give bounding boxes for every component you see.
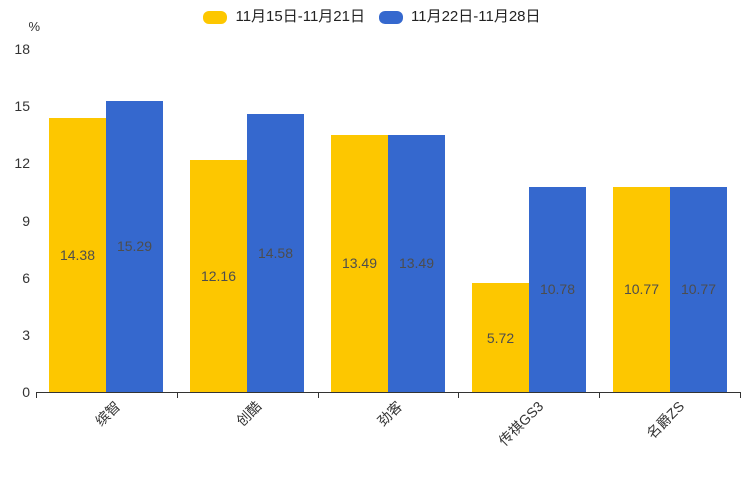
bar-value-label: 15.29 <box>116 238 153 255</box>
y-axis-tick-label: 0 <box>22 384 30 400</box>
x-axis-category-label: 创酷 <box>233 398 265 430</box>
y-axis-tick-label: 18 <box>14 41 30 57</box>
bar-缤智-series-0 <box>49 117 106 392</box>
bar-value-label: 10.77 <box>680 281 717 298</box>
legend-swatch-icon <box>379 10 403 24</box>
bar-名爵ZS-series-0 <box>613 186 670 392</box>
y-axis-tick-label: 15 <box>14 98 30 115</box>
x-axis-tick <box>599 393 600 398</box>
legend-item-0[interactable]: 11月15日-11月21日 <box>203 8 365 26</box>
x-axis-tick <box>177 393 178 398</box>
legend-swatch-icon <box>203 10 228 24</box>
bar-传祺GS3-series-1 <box>529 186 586 392</box>
x-axis-category-label: 缤智 <box>92 398 124 430</box>
x-axis-tick <box>318 393 319 398</box>
bar-value-label: 10.77 <box>623 281 660 298</box>
y-axis-tick-label: 6 <box>22 269 30 286</box>
bar-创酷-series-0 <box>190 160 247 392</box>
bar-劲客-series-1 <box>388 134 445 392</box>
x-axis-tick <box>458 393 459 398</box>
x-axis-tick <box>740 393 741 398</box>
bar-劲客-series-0 <box>331 134 388 392</box>
legend-label: 11月22日-11月28日 <box>411 8 541 25</box>
legend-item-1[interactable]: 11月22日-11月28日 <box>379 8 541 26</box>
bar-value-label: 12.16 <box>200 268 237 285</box>
y-axis-unit-label: % <box>28 19 40 34</box>
bar-value-label: 10.78 <box>539 281 576 298</box>
x-axis-category-label: 劲客 <box>374 398 406 430</box>
bar-value-label: 13.49 <box>398 255 435 272</box>
bar-value-label: 5.72 <box>486 329 515 346</box>
x-axis-line <box>36 392 741 393</box>
x-axis-category-label: 名爵ZS <box>643 398 687 442</box>
bar-传祺GS3-series-0 <box>472 283 529 392</box>
x-axis-tick <box>36 393 37 398</box>
y-axis-tick-label: 3 <box>22 326 30 343</box>
bar-缤智-series-1 <box>106 100 163 392</box>
bar-value-label: 14.38 <box>59 246 96 263</box>
y-axis-tick-label: 9 <box>22 212 30 229</box>
y-axis-tick-label: 12 <box>14 155 30 172</box>
bar-value-label: 13.49 <box>341 255 378 272</box>
bar-名爵ZS-series-1 <box>670 186 727 392</box>
legend: 11月15日-11月21日 11月22日-11月28日 <box>0 8 744 26</box>
bar-创酷-series-1 <box>247 114 304 392</box>
legend-label: 11月15日-11月21日 <box>235 8 365 25</box>
bar-value-label: 14.58 <box>257 245 294 262</box>
x-axis-category-label: 传祺GS3 <box>495 398 547 449</box>
